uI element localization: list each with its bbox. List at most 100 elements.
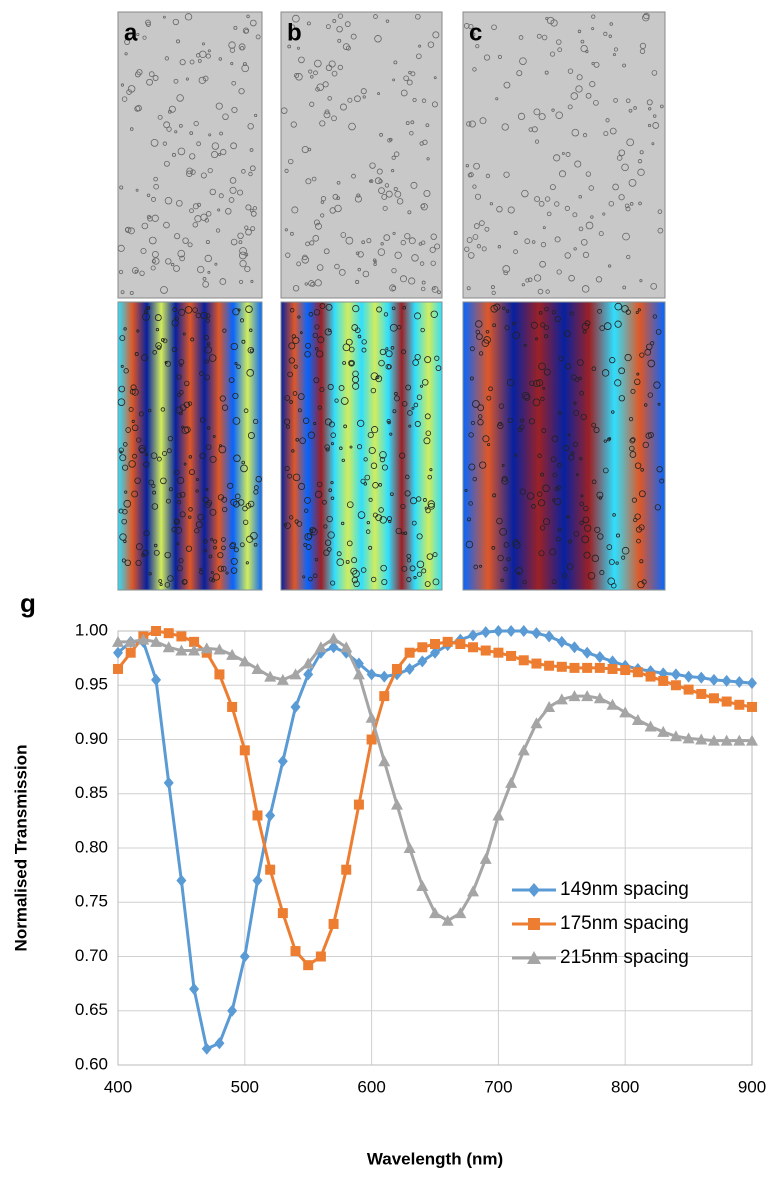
marker (137, 633, 150, 645)
marker (467, 885, 480, 897)
marker (162, 641, 175, 653)
marker (631, 713, 644, 725)
marker (734, 675, 745, 688)
marker (264, 670, 277, 682)
marker (468, 642, 479, 653)
y-tick-label: 0.90 (75, 729, 108, 748)
marker (340, 641, 353, 653)
marker (417, 655, 428, 668)
marker (239, 950, 250, 963)
marker (454, 907, 467, 919)
marker (151, 673, 162, 686)
marker (480, 645, 491, 656)
marker (544, 660, 555, 671)
panel-label: g (20, 588, 36, 618)
y-tick-label: 0.60 (75, 1054, 108, 1073)
marker (455, 639, 466, 650)
marker (479, 852, 492, 864)
marker (606, 698, 619, 710)
marker (695, 733, 708, 745)
x-tick-label: 600 (357, 1077, 385, 1096)
x-axis-label: Wavelength (nm) (367, 1149, 503, 1168)
x-tick-label: 400 (104, 1077, 132, 1096)
marker (265, 864, 276, 875)
marker (290, 700, 301, 713)
marker (303, 668, 314, 681)
marker (644, 720, 657, 732)
marker (353, 799, 364, 810)
marker (303, 960, 314, 971)
panel-label: b (287, 19, 302, 46)
marker (277, 908, 288, 919)
marker (594, 662, 605, 673)
marker (505, 776, 518, 788)
marker (176, 631, 187, 642)
marker (328, 641, 339, 654)
plot-frame (117, 630, 753, 1066)
marker (747, 701, 757, 712)
marker (341, 864, 352, 875)
marker (365, 711, 378, 723)
marker (721, 696, 732, 707)
marker (544, 630, 555, 643)
marker (276, 673, 289, 685)
marker (391, 663, 402, 674)
marker (189, 983, 200, 996)
marker (506, 625, 517, 637)
marker (517, 744, 530, 756)
marker (556, 661, 567, 672)
marker (582, 646, 593, 659)
marker (113, 646, 123, 659)
marker (213, 643, 226, 655)
marker (696, 671, 707, 684)
marker (593, 692, 606, 704)
marker (734, 699, 745, 710)
marker (683, 684, 694, 695)
y-tick-label: 0.65 (75, 1000, 108, 1019)
marker (112, 635, 124, 647)
marker (251, 662, 264, 674)
marker (214, 669, 225, 680)
y-tick-label: 0.75 (75, 892, 108, 911)
marker (531, 658, 542, 669)
marker (746, 734, 758, 746)
marker (265, 809, 276, 822)
marker (506, 650, 517, 661)
marker (390, 798, 403, 810)
marker (403, 842, 416, 853)
marker (493, 647, 504, 658)
marker (113, 663, 123, 674)
marker (657, 725, 670, 737)
marker (290, 946, 301, 957)
field-map (117, 301, 263, 591)
marker (531, 627, 542, 640)
marker (201, 1042, 212, 1055)
marker (682, 732, 695, 744)
marker (277, 755, 288, 768)
x-tick-label: 700 (484, 1077, 512, 1096)
marker (404, 662, 415, 675)
legend-label: 215nm spacing (560, 947, 689, 968)
marker (493, 625, 504, 637)
marker (708, 673, 719, 686)
y-tick-label: 0.85 (75, 783, 108, 802)
legend-marker (528, 918, 540, 930)
marker (150, 635, 163, 647)
y-tick-label: 0.95 (75, 675, 108, 694)
marker (492, 809, 505, 821)
marker (315, 951, 326, 962)
marker (518, 655, 529, 666)
marker (239, 745, 250, 756)
marker (214, 1037, 225, 1050)
marker (328, 918, 339, 929)
marker (607, 663, 618, 674)
marker (226, 648, 239, 660)
marker (124, 635, 137, 647)
marker (430, 646, 440, 659)
marker (581, 690, 594, 702)
marker (379, 691, 390, 702)
marker (163, 628, 174, 639)
marker (352, 668, 365, 680)
marker (468, 629, 479, 642)
